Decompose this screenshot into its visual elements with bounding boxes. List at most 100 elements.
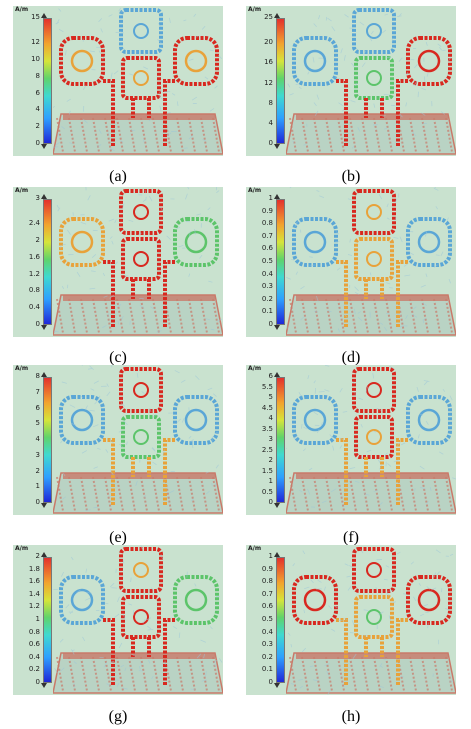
feed-lines xyxy=(336,260,408,327)
colorbar-tick-label: 0.2 xyxy=(261,294,273,303)
colorbar-min-marker-icon xyxy=(274,503,280,508)
colorbar-tick-label: 0 xyxy=(35,139,40,147)
antenna-current-distribution xyxy=(53,545,223,694)
unit-label: A/m xyxy=(15,187,29,194)
colorbar-tick-label: 0.8 xyxy=(28,627,40,636)
right-ring-resonator xyxy=(173,36,219,86)
center-resonator xyxy=(119,367,163,459)
unit-label: A/m xyxy=(15,6,29,13)
colorbar-tick-label: 1.2 xyxy=(28,602,40,611)
colorbar-min-marker-icon xyxy=(41,503,47,508)
field-panel-e: A/m 0 1 2 3 4 5 6 7 8 xyxy=(13,365,223,515)
field-arrows xyxy=(287,13,452,149)
colorbar-tick-label: 2 xyxy=(35,236,40,244)
feed-lines xyxy=(336,79,408,146)
colorbar-tick-label: 15 xyxy=(31,13,40,21)
right-ring-resonator xyxy=(406,36,452,86)
panel-caption: (a) xyxy=(109,168,127,185)
colorbar-tick-label: 4 xyxy=(35,435,40,443)
colorbar-tick-label: 2 xyxy=(268,456,273,464)
colorbar xyxy=(276,557,285,683)
center-resonator xyxy=(352,189,396,281)
colorbar-tick-label: 1 xyxy=(268,194,273,202)
colorbar-tick-label: 25 xyxy=(264,13,273,21)
colorbar-tick-label: 0 xyxy=(35,320,40,328)
right-ring-resonator xyxy=(173,217,219,267)
colorbar-tick-label: 0.3 xyxy=(261,640,273,649)
colorbar-tick-label: 1.4 xyxy=(28,589,40,598)
colorbar-max-marker-icon xyxy=(274,194,280,199)
feed-lines xyxy=(103,260,175,327)
colorbar-tick-label: 0 xyxy=(268,139,273,147)
center-resonator xyxy=(119,189,163,281)
antenna-current-distribution xyxy=(286,547,456,695)
left-ring-resonator xyxy=(59,217,105,267)
colorbar-min-marker-icon xyxy=(274,683,280,688)
antenna-current-distribution xyxy=(286,187,456,336)
field-arrows xyxy=(286,187,451,333)
colorbar-tick-label: 0.8 xyxy=(261,577,273,586)
feed-lines xyxy=(336,438,408,505)
left-ring-resonator xyxy=(292,575,338,625)
field-panel-d: A/m 0 0.1 0.2 0.3 0.4 0.5 0.6 0.7 0.8 0.9 1 xyxy=(246,187,456,337)
colorbar-tick-label: 0 xyxy=(268,678,273,686)
field-arrows xyxy=(53,7,223,152)
colorbar-tick-label: 0 xyxy=(268,320,273,328)
colorbar-tick-label: 12 xyxy=(31,38,40,47)
colorbar-tick-label: 4 xyxy=(35,105,40,114)
feed-lines xyxy=(103,438,175,505)
colorbar-tick-label: 0.4 xyxy=(261,269,273,278)
colorbar xyxy=(43,18,52,144)
colorbar-tick-label: 0.5 xyxy=(261,487,273,496)
colorbar-tick-label: 2 xyxy=(35,552,40,560)
colorbar-tick-label: 1 xyxy=(268,552,273,560)
colorbar-tick-label: 0.8 xyxy=(28,286,40,295)
right-ring-resonator xyxy=(406,395,452,445)
panel-caption: (e) xyxy=(109,529,127,546)
center-resonator xyxy=(352,367,396,459)
colorbar-tick-label: 8 xyxy=(35,372,40,380)
colorbar-tick-label: 2 xyxy=(35,122,40,131)
colorbar-tick-label: 0.8 xyxy=(261,219,273,228)
colorbar xyxy=(43,199,52,325)
colorbar-tick-label: 0 xyxy=(35,678,40,686)
colorbar-min-marker-icon xyxy=(274,325,280,330)
colorbar-max-marker-icon xyxy=(274,372,280,377)
panel-caption: (c) xyxy=(109,349,127,366)
colorbar-tick-label: 6 xyxy=(268,372,273,380)
colorbar xyxy=(43,557,52,683)
colorbar-tick-label: 16 xyxy=(264,58,273,67)
colorbar-tick-label: 0.6 xyxy=(28,640,40,649)
colorbar-tick-label: 5.5 xyxy=(261,382,273,391)
colorbar-tick-label: 0.9 xyxy=(261,564,273,573)
colorbar-tick-label: 5 xyxy=(35,419,40,428)
colorbar-tick-label: 8 xyxy=(268,98,273,107)
colorbar-tick-label: 8 xyxy=(35,71,40,80)
panel-caption: (h) xyxy=(341,708,361,725)
right-ring-resonator xyxy=(406,217,452,267)
colorbar-tick-label: 0.1 xyxy=(261,307,273,316)
colorbar-max-marker-icon xyxy=(41,552,47,557)
colorbar-tick-label: 7 xyxy=(35,387,40,396)
colorbar-tick-label: 1 xyxy=(268,477,273,485)
field-panel-g: A/m 0 0.2 0.4 0.6 0.8 1 1.2 1.4 1.6 1.8 2 xyxy=(13,545,223,695)
feed-lines xyxy=(336,618,408,685)
center-resonator xyxy=(352,8,396,100)
antenna-current-distribution xyxy=(286,8,456,155)
left-ring-resonator xyxy=(292,395,338,445)
antenna-current-distribution xyxy=(286,365,456,514)
center-resonator xyxy=(352,547,396,639)
colorbar-tick-label: 12 xyxy=(264,78,273,87)
colorbar-tick-label: 2.5 xyxy=(261,445,273,454)
unit-label: A/m xyxy=(248,545,262,552)
colorbar-tick-label: 0.4 xyxy=(28,303,40,312)
colorbar-tick-label: 1 xyxy=(35,482,40,491)
colorbar-tick-label: 1.6 xyxy=(28,252,40,261)
panel-caption: (g) xyxy=(108,708,128,725)
colorbar-tick-label: 0.4 xyxy=(28,652,40,661)
colorbar-tick-label: 3.5 xyxy=(261,424,273,433)
colorbar-tick-label: 2.4 xyxy=(28,219,40,228)
unit-label: A/m xyxy=(248,187,262,194)
colorbar-tick-label: 0.6 xyxy=(261,602,273,611)
field-panel-f: A/m 0 0.5 1 1.5 2 2.5 3 3.5 4 4.5 5 5.5 6 xyxy=(246,365,456,515)
